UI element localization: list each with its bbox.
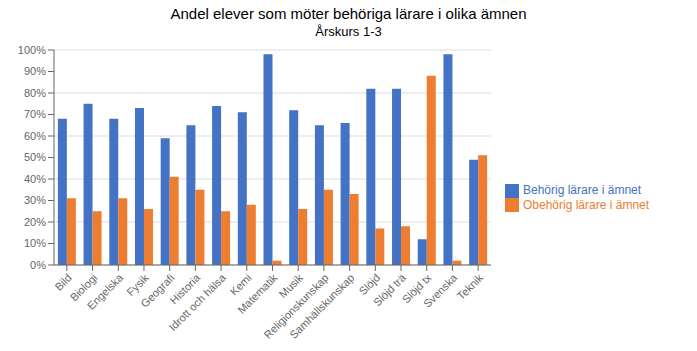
svg-text:Bild: Bild bbox=[52, 271, 73, 292]
svg-text:50%: 50% bbox=[24, 151, 46, 163]
svg-text:Matematik: Matematik bbox=[235, 271, 280, 316]
svg-text:70%: 70% bbox=[24, 108, 46, 120]
svg-text:30%: 30% bbox=[24, 194, 46, 206]
svg-text:Slöjd: Slöjd bbox=[356, 271, 383, 298]
svg-text:40%: 40% bbox=[24, 173, 46, 185]
html-text:Årskurs 1-3: Årskurs 1-3 bbox=[315, 24, 382, 39]
svg-text:0%: 0% bbox=[30, 259, 46, 271]
svg-text:20%: 20% bbox=[24, 216, 46, 228]
svg-text:80%: 80% bbox=[24, 87, 46, 99]
svg-text:Teknik: Teknik bbox=[455, 271, 486, 302]
html-text:Behörig lärare i ämnet: Behörig lärare i ämnet bbox=[523, 182, 642, 197]
svg-text:Religionskunskap: Religionskunskap bbox=[261, 271, 331, 341]
svg-text:Engelska: Engelska bbox=[85, 271, 126, 312]
svg-text:Svenska: Svenska bbox=[421, 271, 460, 310]
svg-text:Slöjd tx: Slöjd tx bbox=[399, 271, 434, 306]
svg-text:Kemi: Kemi bbox=[227, 271, 254, 298]
svg-text:Samhällskunskap: Samhällskunskap bbox=[287, 271, 356, 340]
html-text:Andel elever som möter behörig: Andel elever som möter behöriga lärare i… bbox=[170, 5, 527, 22]
svg-text:Idrott och hälsa: Idrott och hälsa bbox=[166, 271, 228, 333]
svg-text:Biologi: Biologi bbox=[67, 271, 100, 304]
svg-text:90%: 90% bbox=[24, 65, 46, 77]
svg-text:Musik: Musik bbox=[276, 271, 306, 301]
svg-text:60%: 60% bbox=[24, 130, 46, 142]
svg-text:Slöjd trä: Slöjd trä bbox=[371, 271, 409, 309]
svg-text:10%: 10% bbox=[24, 237, 46, 249]
svg-text:Fysik: Fysik bbox=[124, 271, 151, 299]
svg-text:Geografi: Geografi bbox=[138, 271, 176, 309]
html-text:Obehörig lärare i ämnet: Obehörig lärare i ämnet bbox=[523, 197, 650, 212]
svg-text:100%: 100% bbox=[18, 44, 46, 56]
svg-text:Historia: Historia bbox=[167, 271, 203, 307]
